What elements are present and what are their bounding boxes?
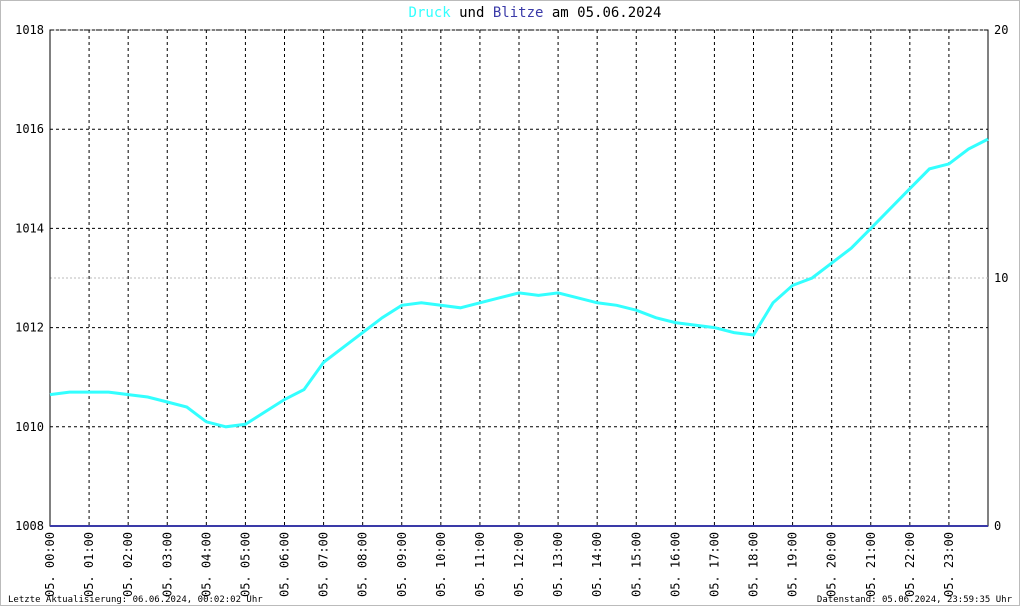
y2-tick-label: 10 (994, 271, 1008, 285)
x-tick-label: 05. 08:00 (356, 532, 370, 597)
footer-left: Letzte Aktualisierung: 06.06.2024, 00:02… (8, 595, 263, 605)
y-tick-label: 1018 (15, 23, 44, 37)
x-tick-label: 05. 01:00 (82, 532, 96, 597)
x-tick-label: 05. 16:00 (668, 532, 682, 597)
x-tick-label: 05. 06:00 (278, 532, 292, 597)
y2-tick-label: 0 (994, 519, 1001, 533)
x-tick-label: 05. 14:00 (590, 532, 604, 597)
x-tick-label: 05. 22:00 (903, 532, 917, 597)
x-tick-label: 05. 05:00 (238, 532, 252, 597)
y2-tick-label: 20 (994, 23, 1008, 37)
title-series-1: Druck (409, 5, 452, 21)
x-tick-label: 05. 07:00 (317, 532, 331, 597)
x-tick-label: 05. 02:00 (121, 532, 135, 597)
y-tick-label: 1016 (15, 122, 44, 136)
x-tick-label: 05. 12:00 (512, 532, 526, 597)
x-tick-label: 05. 04:00 (199, 532, 213, 597)
footer-right: Datenstand: 05.06.2024, 23:59:35 Uhr (817, 595, 1013, 605)
title-end: am 05.06.2024 (552, 5, 662, 21)
title-mid: und (459, 5, 484, 21)
y-tick-label: 1012 (15, 321, 44, 335)
x-tick-label: 05. 09:00 (395, 532, 409, 597)
x-tick-label: 05. 21:00 (864, 532, 878, 597)
y-tick-label: 1008 (15, 519, 44, 533)
x-tick-label: 05. 11:00 (473, 532, 487, 597)
x-tick-label: 05. 18:00 (747, 532, 761, 597)
x-tick-label: 05. 00:00 (43, 532, 57, 597)
y-tick-label: 1010 (15, 420, 44, 434)
x-tick-label: 05. 13:00 (551, 532, 565, 597)
x-tick-label: 05. 23:00 (942, 532, 956, 597)
x-tick-label: 05. 20:00 (825, 532, 839, 597)
title-series-2: Blitze (493, 5, 544, 21)
x-tick-label: 05. 10:00 (434, 532, 448, 597)
x-tick-label: 05. 17:00 (707, 532, 721, 597)
x-tick-label: 05. 19:00 (786, 532, 800, 597)
x-tick-label: 05. 03:00 (160, 532, 174, 597)
chart-title: Druck und Blitze am 05.06.2024 (409, 5, 662, 21)
y-tick-label: 1014 (15, 221, 44, 235)
x-tick-label: 05. 15:00 (629, 532, 643, 597)
series-line (49, 137, 989, 429)
